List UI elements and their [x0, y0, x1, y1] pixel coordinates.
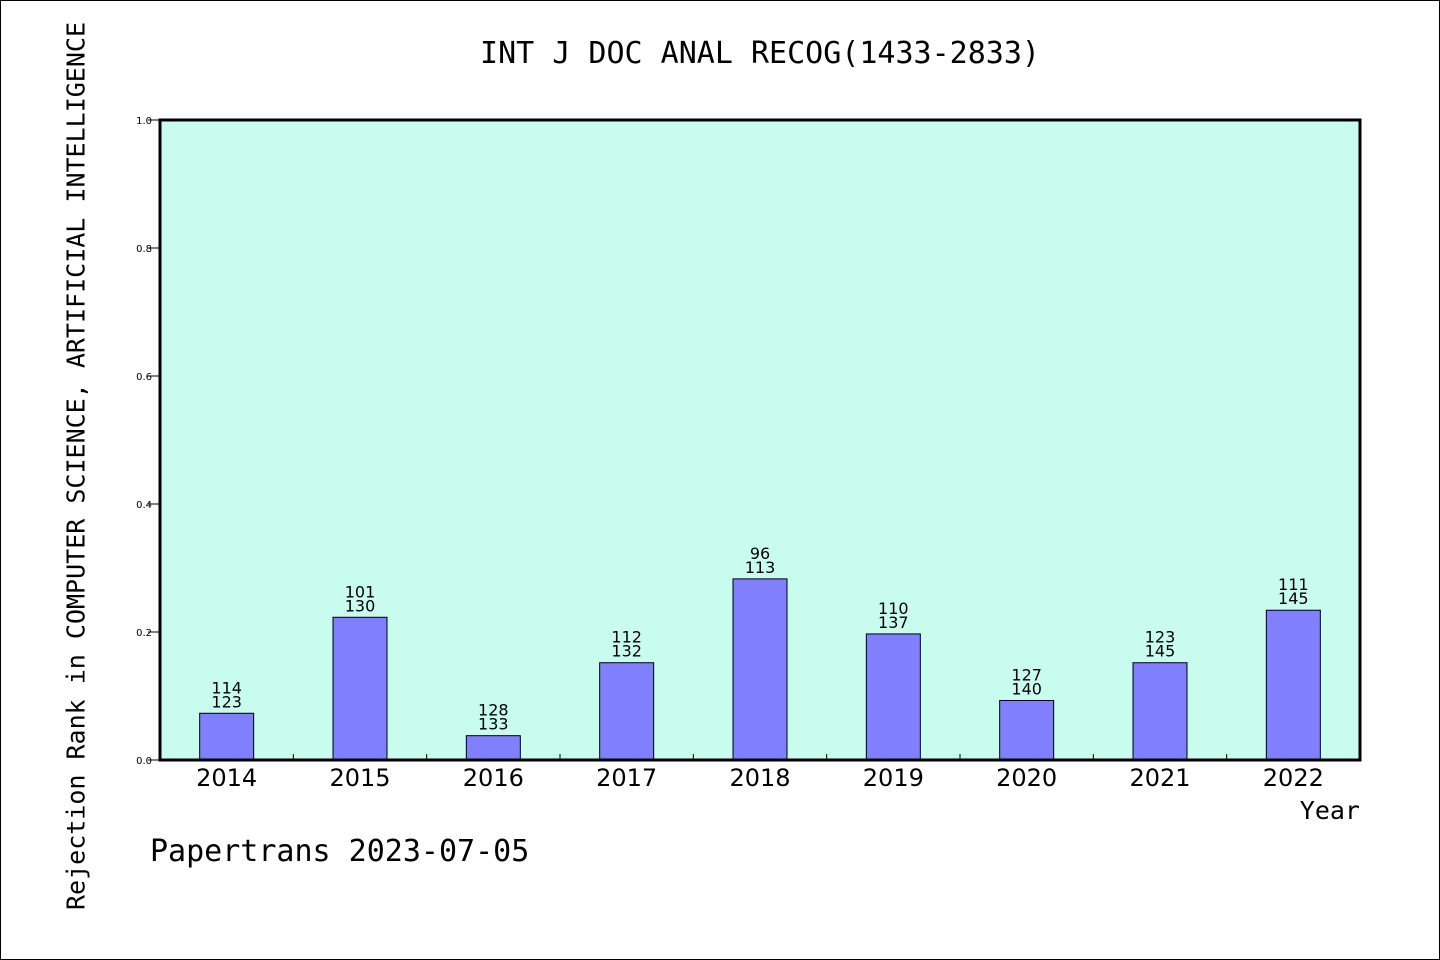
bar-label-top: 110 — [878, 599, 909, 618]
bar-label-top: 123 — [1145, 628, 1176, 647]
bar-label-top: 114 — [211, 678, 242, 697]
bar-2017 — [599, 662, 655, 761]
bar-label-bottom: 137 — [878, 613, 909, 632]
x-tick-label: 2015 — [329, 764, 390, 792]
x-tick-label: 2022 — [1263, 764, 1324, 792]
y-tick-label: 0.6 — [136, 372, 152, 383]
x-tick-label: 2017 — [596, 764, 657, 792]
x-tick-label: 2014 — [196, 764, 257, 792]
bar-label-bottom: 130 — [345, 596, 376, 615]
y-tick-label: 0.2 — [136, 628, 152, 639]
bar-label-top: 128 — [478, 701, 509, 720]
bar-label-bottom: 113 — [745, 558, 776, 577]
y-tick-label: 0.8 — [136, 244, 152, 255]
x-tick-label: 2021 — [1129, 764, 1190, 792]
bar-label-top: 127 — [1011, 665, 1042, 684]
bar-2021 — [1132, 662, 1188, 761]
chart-title: INT J DOC ANAL RECOG(1433-2833) — [480, 36, 1040, 71]
bar-2020 — [999, 699, 1055, 761]
y-tick-label: 1.0 — [136, 116, 152, 127]
bar-label-bottom: 140 — [1011, 679, 1042, 698]
bar-2019 — [865, 633, 921, 761]
plot-border — [158, 118, 1362, 762]
bar-label-top: 112 — [611, 628, 642, 647]
y-tick-label: 0.0 — [136, 756, 152, 767]
bar-2018 — [732, 578, 788, 761]
bar-label-bottom: 123 — [211, 692, 242, 711]
x-tick-label: 2018 — [729, 764, 790, 792]
x-tick-label: 2016 — [463, 764, 524, 792]
bar-2016 — [465, 735, 521, 761]
bar-label-top: 111 — [1278, 575, 1309, 594]
bar-2015 — [332, 616, 388, 761]
x-tick-label: 2020 — [996, 764, 1057, 792]
bar-label-bottom: 145 — [1278, 589, 1309, 608]
x-tick-label: 2019 — [863, 764, 924, 792]
bar-label-top: 101 — [345, 582, 376, 601]
bar-2014 — [199, 712, 255, 761]
bar-label-bottom: 145 — [1145, 642, 1176, 661]
bar-2022 — [1265, 609, 1321, 761]
bar-label-bottom: 133 — [478, 715, 509, 734]
y-tick-label: 0.4 — [136, 500, 152, 511]
bar-label-top: 96 — [750, 544, 770, 563]
bar-label-bottom: 132 — [611, 642, 642, 661]
footer-credit: Papertrans 2023-07-05 — [150, 834, 530, 869]
x-axis-label: Year — [1299, 796, 1360, 825]
